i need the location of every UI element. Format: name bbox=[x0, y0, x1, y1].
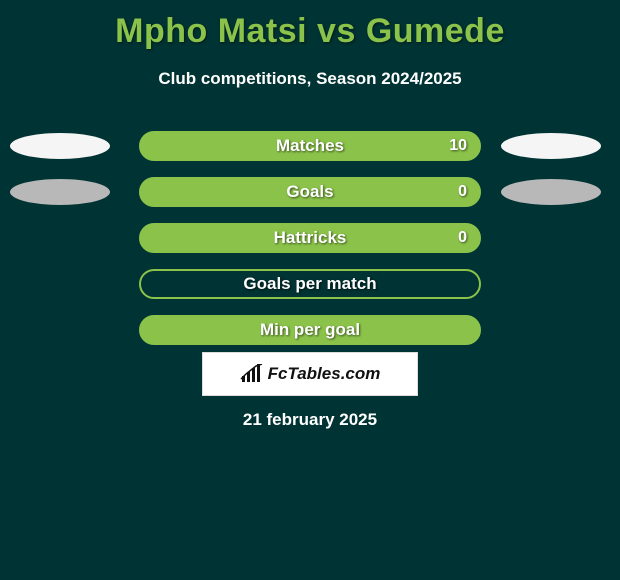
stat-bar-matches: Matches 10 bbox=[139, 131, 481, 161]
ellipse-right-matches bbox=[501, 133, 601, 159]
date-text: 21 february 2025 bbox=[0, 410, 620, 430]
stat-label-goals: Goals bbox=[286, 182, 333, 202]
stat-bar-goals: Goals 0 bbox=[139, 177, 481, 207]
stat-label-hattricks: Hattricks bbox=[274, 228, 347, 248]
stat-label-goals-per-match: Goals per match bbox=[243, 274, 376, 294]
stat-label-matches: Matches bbox=[276, 136, 344, 156]
ellipse-left-goals bbox=[10, 179, 110, 205]
subtitle: Club competitions, Season 2024/2025 bbox=[0, 69, 620, 89]
stat-value-hattricks: 0 bbox=[458, 229, 467, 247]
stat-row-min-per-goal: Min per goal bbox=[0, 315, 620, 345]
bar-chart-icon bbox=[240, 364, 264, 384]
stat-value-goals: 0 bbox=[458, 183, 467, 201]
stat-label-min-per-goal: Min per goal bbox=[260, 320, 360, 340]
brand-text: FcTables.com bbox=[268, 364, 381, 384]
stat-bar-min-per-goal: Min per goal bbox=[139, 315, 481, 345]
brand-content: FcTables.com bbox=[240, 364, 381, 384]
main-title: Mpho Matsi vs Gumede bbox=[0, 0, 620, 51]
ellipse-left-matches bbox=[10, 133, 110, 159]
stat-row-matches: Matches 10 bbox=[0, 131, 620, 161]
stat-value-matches: 10 bbox=[449, 137, 467, 155]
stat-row-goals: Goals 0 bbox=[0, 177, 620, 207]
stat-row-hattricks: Hattricks 0 bbox=[0, 223, 620, 253]
stats-area: Matches 10 Goals 0 Hattricks 0 Goals per… bbox=[0, 131, 620, 345]
brand-box[interactable]: FcTables.com bbox=[202, 352, 418, 396]
stat-bar-goals-per-match: Goals per match bbox=[139, 269, 481, 299]
ellipse-right-goals bbox=[501, 179, 601, 205]
stat-bar-hattricks: Hattricks 0 bbox=[139, 223, 481, 253]
stat-row-goals-per-match: Goals per match bbox=[0, 269, 620, 299]
